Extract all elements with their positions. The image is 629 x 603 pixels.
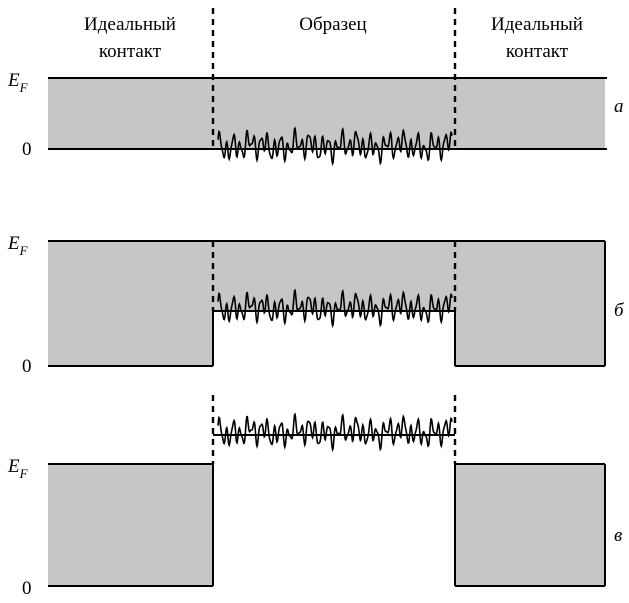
panel-letter-a: а xyxy=(614,96,624,117)
potential-fluctuation-wave xyxy=(217,126,453,167)
right-contact-label-line2: контакт xyxy=(506,41,569,62)
sample-label: Образец xyxy=(299,14,366,35)
fermi-label: EF xyxy=(7,233,29,258)
right-contact-band xyxy=(455,464,605,586)
panel-letter-c: в xyxy=(614,525,622,546)
left-contact-label-line1: Идеальный xyxy=(84,14,176,35)
right-contact-label-line1: Идеальный xyxy=(491,14,583,35)
panel-b: EF 0 б xyxy=(7,233,625,377)
potential-fluctuation-wave xyxy=(217,412,453,453)
header: Идеальный контакт Образец Идеальный конт… xyxy=(84,14,583,62)
panel-letter-b: б xyxy=(614,300,625,321)
panel-a: EF 0 а xyxy=(7,8,624,167)
left-contact-label-line2: контакт xyxy=(99,41,162,62)
zero-label: 0 xyxy=(22,578,32,599)
zero-label: 0 xyxy=(22,356,32,377)
fermi-label: EF xyxy=(7,456,29,481)
band-fill xyxy=(48,78,605,149)
zero-label: 0 xyxy=(22,139,32,160)
left-contact-band xyxy=(48,464,213,586)
panel-c: EF 0 в xyxy=(7,395,622,599)
fermi-label: EF xyxy=(7,70,29,95)
potential-fluctuation-wave xyxy=(217,288,453,329)
